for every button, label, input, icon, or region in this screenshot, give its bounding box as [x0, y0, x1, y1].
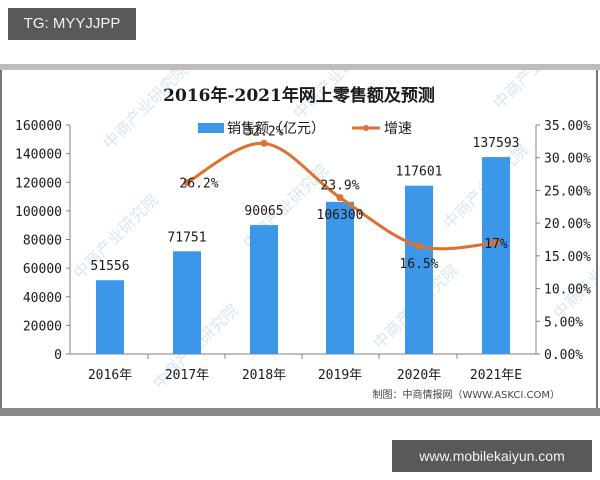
bar: [250, 225, 278, 354]
site-url-badge: www.mobilekaiyun.com: [392, 440, 592, 472]
line-marker: [183, 179, 191, 187]
x-tick-label: 2017年: [165, 368, 209, 383]
image-frame-top: [0, 64, 600, 70]
data-labels: 51556 71751 90065 106300 117601 137593 26.2% 32…: [90, 124, 519, 274]
bar: [482, 157, 510, 354]
watermark-text: 中商产业研究院: [99, 70, 192, 153]
watermark-text: 中商产业研究院: [549, 230, 596, 323]
left-tick-label: 120000: [15, 176, 62, 191]
right-tick-label: 25.00%: [544, 184, 591, 199]
line-marker: [492, 239, 500, 247]
bar: [96, 280, 124, 354]
x-tick-label: 2016年: [88, 368, 132, 383]
legend: 销售额（亿元） 增速: [198, 121, 412, 137]
line-marker: [415, 242, 423, 250]
bar-value-label: 137593: [473, 136, 520, 151]
bar-value-label: 90065: [244, 204, 283, 219]
image-frame-left: [0, 70, 2, 408]
x-tick-label: 2019年: [318, 368, 362, 383]
growth-value-label: 16.5%: [399, 257, 438, 272]
combo-chart: 中商产业研究院中商产业研究院中商产业研究院中商产业研究院中商产业研究院中商产业研…: [15, 20, 600, 401]
left-tick-label: 80000: [23, 234, 62, 249]
growth-value-label: 32.2%: [244, 124, 283, 139]
left-tick-label: 160000: [15, 119, 62, 134]
line-marker: [336, 194, 344, 202]
left-tick-label: 40000: [23, 291, 62, 306]
source-note: 制图：中商情报网（WWW.ASKCI.COM）: [373, 388, 561, 401]
tg-badge: TG: MYYJJPP: [8, 8, 136, 40]
bar-series: [96, 157, 510, 354]
bar-value-label: 117601: [396, 165, 443, 180]
left-tick-label: 100000: [15, 205, 62, 220]
image-frame-bottom: [0, 408, 600, 416]
axes: 0 20000 40000 60000 80000 100000 120000 140000 1…: [15, 119, 591, 383]
bar-value-label: 51556: [90, 259, 129, 274]
x-tick-label: 2021年E: [470, 368, 522, 383]
left-tick-label: 60000: [23, 262, 62, 277]
right-tick-label: 30.00%: [544, 152, 591, 167]
growth-value-label: 23.9%: [320, 179, 359, 194]
chart-title: 2016年-2021年网上零售额及预测: [163, 85, 435, 106]
left-tick-label: 20000: [23, 319, 62, 334]
chart-image: 中商产业研究院中商产业研究院中商产业研究院中商产业研究院中商产业研究院中商产业研…: [2, 20, 600, 408]
legend-line-marker: [363, 125, 369, 131]
bar-value-label: 106300: [317, 208, 364, 223]
legend-bar-label: 销售额（亿元）: [227, 121, 325, 137]
right-tick-label: 0.00%: [544, 348, 583, 363]
bar: [173, 251, 201, 354]
bar: [326, 201, 354, 354]
image-frame-right: [596, 70, 598, 408]
growth-value-label: 17%: [484, 237, 508, 252]
x-tick-label: 2020年: [397, 368, 441, 383]
right-tick-label: 20.00%: [544, 217, 591, 232]
left-tick-label: 0: [54, 348, 62, 363]
bar: [405, 185, 433, 354]
line-series: [183, 139, 500, 251]
right-tick-label: 15.00%: [544, 250, 591, 265]
legend-bar-swatch: [198, 123, 224, 133]
watermark-text: 中商产业研究院: [489, 70, 582, 113]
growth-value-label: 26.2%: [179, 177, 218, 192]
right-tick-label: 5.00%: [544, 315, 583, 330]
bar-value-label: 71751: [167, 230, 206, 245]
left-tick-label: 140000: [15, 148, 62, 163]
legend-line-label: 增速: [384, 121, 412, 137]
line-marker: [260, 139, 268, 147]
right-tick-label: 35.00%: [544, 119, 591, 134]
x-tick-label: 2018年: [242, 368, 286, 383]
right-tick-label: 10.00%: [544, 283, 591, 298]
